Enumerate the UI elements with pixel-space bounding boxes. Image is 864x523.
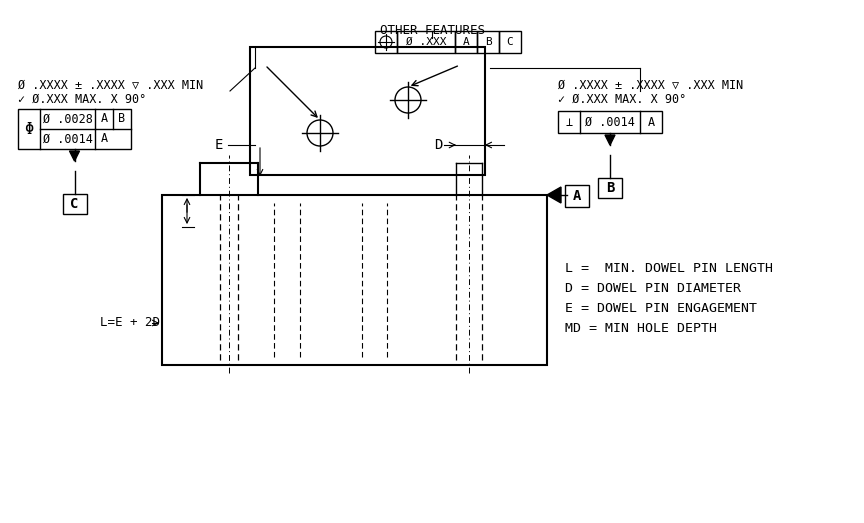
Text: D: D [434,138,442,152]
Polygon shape [605,135,615,145]
Text: B: B [606,181,614,195]
Text: A: A [647,116,655,129]
Bar [499,31,521,53]
Text: C: C [506,37,513,47]
Text: A: A [100,112,107,126]
Bar [162,195,547,365]
Bar [598,178,622,198]
Text: A: A [100,132,107,145]
Bar [62,194,86,214]
Polygon shape [69,151,79,161]
Text: L=E + 2D: L=E + 2D [100,316,160,329]
Text: B: B [485,37,492,47]
Text: D = DOWEL PIN DIAMETER: D = DOWEL PIN DIAMETER [565,281,741,294]
Text: Ø .0028: Ø .0028 [42,112,92,126]
Bar [477,31,499,53]
Bar [375,31,397,53]
Text: Ø .XXXX ± .XXXX ▽ .XXX MIN: Ø .XXXX ± .XXXX ▽ .XXX MIN [558,78,743,92]
Text: OTHER FEATURES: OTHER FEATURES [379,25,485,38]
Text: A: A [462,37,469,47]
Text: B: B [118,112,125,126]
Bar [558,111,662,133]
Text: Ø .XXXX ± .XXXX ▽ .XXX MIN: Ø .XXXX ± .XXXX ▽ .XXX MIN [18,78,203,92]
Text: ✓ Ø.XXX MAX. X 90°: ✓ Ø.XXX MAX. X 90° [18,93,146,106]
Text: E: E [215,138,224,152]
Text: ⊥: ⊥ [565,116,573,129]
Text: Φ: Φ [24,121,34,137]
Bar [18,109,131,149]
Bar [397,31,455,53]
Bar [455,31,477,53]
Text: ✓ Ø.XXX MAX. X 90°: ✓ Ø.XXX MAX. X 90° [558,93,686,106]
Text: Ø .0014: Ø .0014 [42,132,92,145]
Text: A: A [573,189,581,203]
Text: L =  MIN. DOWEL PIN LENGTH: L = MIN. DOWEL PIN LENGTH [565,262,773,275]
Bar [565,185,589,207]
Bar [250,47,485,175]
Text: MD = MIN HOLE DEPTH: MD = MIN HOLE DEPTH [565,322,717,335]
Text: Ø .XXX: Ø .XXX [406,37,446,47]
Text: E = DOWEL PIN ENGAGEMENT: E = DOWEL PIN ENGAGEMENT [565,301,757,314]
Text: Ø .0014: Ø .0014 [585,116,635,129]
Text: C: C [70,197,79,211]
Polygon shape [547,187,561,203]
